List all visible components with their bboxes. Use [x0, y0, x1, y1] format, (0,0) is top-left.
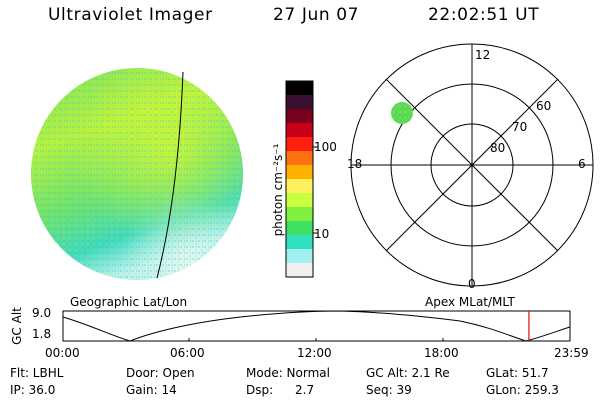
lat-label-80: 80	[490, 141, 506, 155]
colorbar-segment	[286, 249, 313, 264]
x-tick-0000: 00:00	[45, 346, 80, 360]
seq-readout: Seq: 39	[366, 383, 412, 397]
instrument-title: Ultraviolet Imager	[48, 5, 213, 25]
y-tick-min: 1.8	[32, 327, 52, 341]
filter-readout: Flt: LBHL	[10, 366, 64, 380]
mlt-label-18: 18	[347, 157, 363, 171]
terminator-line	[156, 71, 184, 279]
colorbar-tick-100: 100	[314, 140, 337, 154]
apex-title: Apex MLat/MLT	[425, 295, 515, 309]
colorbar-segment	[286, 179, 313, 194]
door-readout: Door: Open	[126, 366, 195, 380]
mlt-label-0: 0	[468, 277, 476, 291]
gain-readout: Gain: 14	[126, 383, 177, 397]
mlt-label-6: 6	[578, 157, 586, 171]
dsp-label: Dsp:	[246, 383, 274, 397]
colorbar-border	[285, 80, 314, 278]
colorbar	[285, 80, 314, 278]
polar-plot	[350, 43, 594, 287]
colorbar-segment	[286, 165, 313, 180]
colorbar-segment	[286, 109, 313, 124]
colorbar-segment	[286, 151, 313, 166]
x-tick-1800: 18:00	[424, 346, 459, 360]
colorbar-unit-label: photon cm⁻²s⁻¹	[271, 143, 285, 237]
colorbar-segment	[286, 95, 313, 110]
altitude-timeline	[62, 310, 571, 342]
lat-label-70: 70	[512, 120, 528, 134]
lat-label-60: 60	[536, 99, 552, 113]
colorbar-segment	[286, 235, 313, 250]
mlt-label-12: 12	[475, 48, 491, 62]
colorbar-segment	[286, 207, 313, 222]
colorbar-segment	[286, 81, 313, 96]
gc-alt-readout: GC Alt: 2.1 Re	[366, 366, 450, 380]
colorbar-tick-10: 10	[314, 227, 330, 241]
x-tick-0600: 06:00	[170, 346, 205, 360]
colorbar-segment	[286, 137, 313, 152]
date-label: 27 Jun 07	[273, 5, 360, 25]
dsp-value: 2.7	[295, 383, 315, 397]
y-tick-max: 9.0	[32, 306, 52, 320]
colorbar-segment	[286, 263, 313, 278]
x-tick-1200: 12:00	[297, 346, 332, 360]
gc-alt-axis-label: GC Alt	[10, 307, 24, 345]
time-label: 22:02:51 UT	[428, 5, 540, 25]
uv-image-disk	[31, 68, 243, 280]
x-tick-2359: 23:59	[554, 346, 589, 360]
glat-readout: GLat: 51.7	[486, 366, 549, 380]
colorbar-segment	[286, 221, 313, 236]
mode-readout: Mode: Normal	[246, 366, 330, 380]
ip-readout: IP: 36.0	[10, 383, 56, 397]
colorbar-segment	[286, 193, 313, 208]
glon-readout: GLon: 259.3	[486, 383, 559, 397]
colorbar-segment	[286, 123, 313, 138]
geographic-title: Geographic Lat/Lon	[70, 295, 188, 309]
